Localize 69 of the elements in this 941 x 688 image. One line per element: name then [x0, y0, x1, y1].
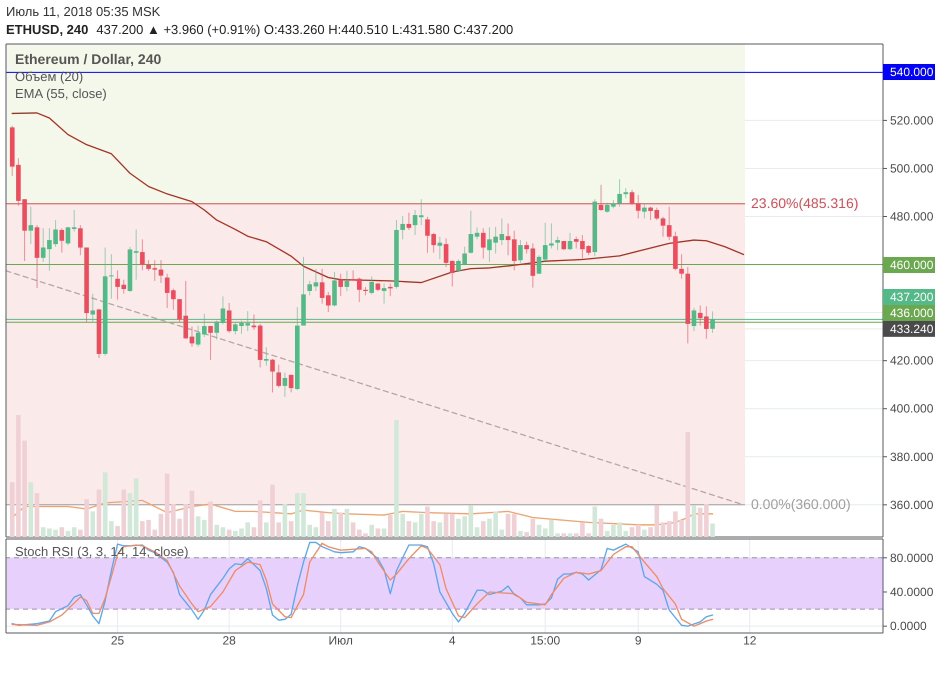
bar	[288, 521, 294, 537]
x-tick-label: Июл	[328, 634, 353, 648]
bar	[53, 530, 58, 537]
bar	[208, 502, 213, 537]
annotation: EMA (55, close)	[15, 86, 107, 101]
bar	[226, 530, 232, 537]
bar	[252, 527, 256, 537]
text: Июль 11, 2018 05:35 MSK	[6, 4, 160, 19]
bar	[369, 524, 374, 537]
bar	[28, 482, 34, 537]
bar	[518, 530, 523, 537]
chart-subtitle: 437.200 ▲ +3.960 (+0.91%) O:433.260 H:440.510 L:431.580 C:437.200	[96, 22, 514, 37]
bar	[598, 518, 604, 537]
y-tick-label: 520.000	[890, 113, 934, 128]
y-tick-label: 433.240	[890, 322, 934, 336]
bar	[332, 508, 337, 537]
bar	[456, 518, 461, 537]
y-tick-label: 400.000	[890, 402, 934, 416]
ref-line-label: 460.000	[883, 256, 935, 273]
bar	[90, 511, 96, 537]
bar	[406, 521, 412, 537]
x-tick-label: 9	[634, 634, 642, 648]
ref-line-label: 23.60%(485.316)	[751, 194, 858, 211]
bar	[96, 489, 102, 537]
x-tick-label: 4	[448, 634, 456, 648]
bar	[34, 493, 40, 537]
bar	[282, 504, 288, 537]
x-tick-label: 12	[743, 634, 757, 648]
bar	[264, 522, 269, 537]
x-tick-label: 28	[222, 634, 236, 648]
bar	[438, 522, 442, 537]
ref-line-label: 0.00%(360.000)	[751, 496, 851, 512]
y-tick-label: 360.000	[890, 498, 934, 512]
bar	[568, 533, 572, 537]
bar	[59, 527, 64, 537]
x-tick-label: 15:00	[530, 634, 561, 648]
y-tick-label: 480.000	[890, 210, 934, 224]
y-tick-label: 380.000	[890, 450, 934, 464]
chart-title: ETHUSD, 240	[6, 22, 88, 37]
bar	[388, 515, 393, 537]
bar	[562, 533, 566, 537]
ref-line-label: 436.000	[883, 304, 935, 321]
y-tick-label: 40.0000	[890, 584, 934, 599]
bar	[376, 528, 380, 537]
bar	[710, 524, 715, 537]
bar	[480, 521, 486, 537]
y-tick-label: 500.000	[890, 161, 934, 176]
bar	[692, 505, 696, 537]
bar	[84, 499, 89, 537]
bar	[642, 530, 647, 537]
y-tick-label: 420.000	[890, 354, 934, 368]
bar	[344, 508, 350, 537]
annotation: Ethereum / Dollar, 240	[15, 51, 162, 67]
bar	[338, 512, 343, 537]
bar	[78, 530, 83, 537]
bar	[586, 533, 591, 537]
ref-line-label: 437.200	[883, 288, 935, 305]
bar	[22, 440, 27, 537]
bar	[258, 500, 262, 537]
ref-line-label: 540.000	[883, 64, 935, 80]
bar	[592, 506, 598, 537]
bar	[140, 521, 145, 537]
bar	[382, 528, 386, 537]
chart-title: Объём (20)	[15, 68, 84, 84]
y-tick-label: 0.0000	[890, 619, 928, 634]
y-tick-label: 80.0000	[890, 550, 934, 565]
x-tick-label: 25	[110, 634, 125, 648]
bar	[555, 533, 560, 537]
bar	[487, 518, 492, 537]
